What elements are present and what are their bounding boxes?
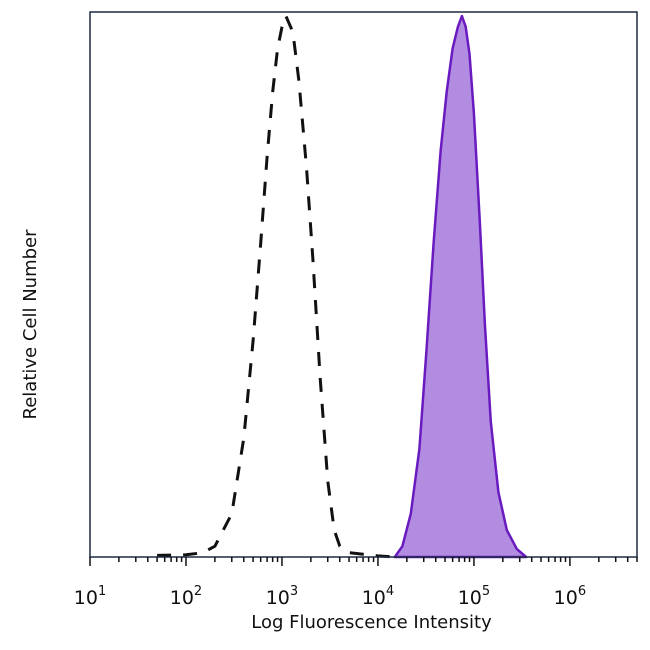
y-axis-label: Relative Cell Number [20, 229, 41, 420]
x-tick-label-base: 10 [362, 587, 386, 609]
x-tick-label-base: 10 [458, 587, 482, 609]
x-tick-label: 105 [458, 584, 490, 609]
filled-histogram-series [393, 14, 528, 559]
x-tick-label: 101 [74, 584, 106, 609]
x-tick-label: 106 [554, 584, 586, 609]
plot-area [157, 11, 528, 559]
x-tick-label-exponent: 1 [98, 584, 106, 599]
x-axis-label: Log Fluorescence Intensity [251, 612, 492, 633]
x-tick-label-exponent: 6 [578, 584, 586, 599]
x-tick-label-exponent: 4 [386, 584, 394, 599]
x-tick-label: 103 [266, 584, 298, 609]
x-tick-label-base: 10 [74, 587, 98, 609]
x-tick-label-base: 10 [554, 587, 578, 609]
x-tick-label: 104 [362, 584, 394, 609]
x-tick-label-exponent: 2 [194, 584, 202, 599]
dashed-histogram-series [157, 11, 395, 559]
x-tick-label-exponent: 3 [290, 584, 298, 599]
x-tick-label-exponent: 5 [482, 584, 490, 599]
x-tick-label-base: 10 [266, 587, 290, 609]
x-axis-ticks: 101 102 103 104 105 106 [74, 557, 638, 609]
x-tick-label: 102 [170, 584, 202, 609]
x-tick-label-base: 10 [170, 587, 194, 609]
